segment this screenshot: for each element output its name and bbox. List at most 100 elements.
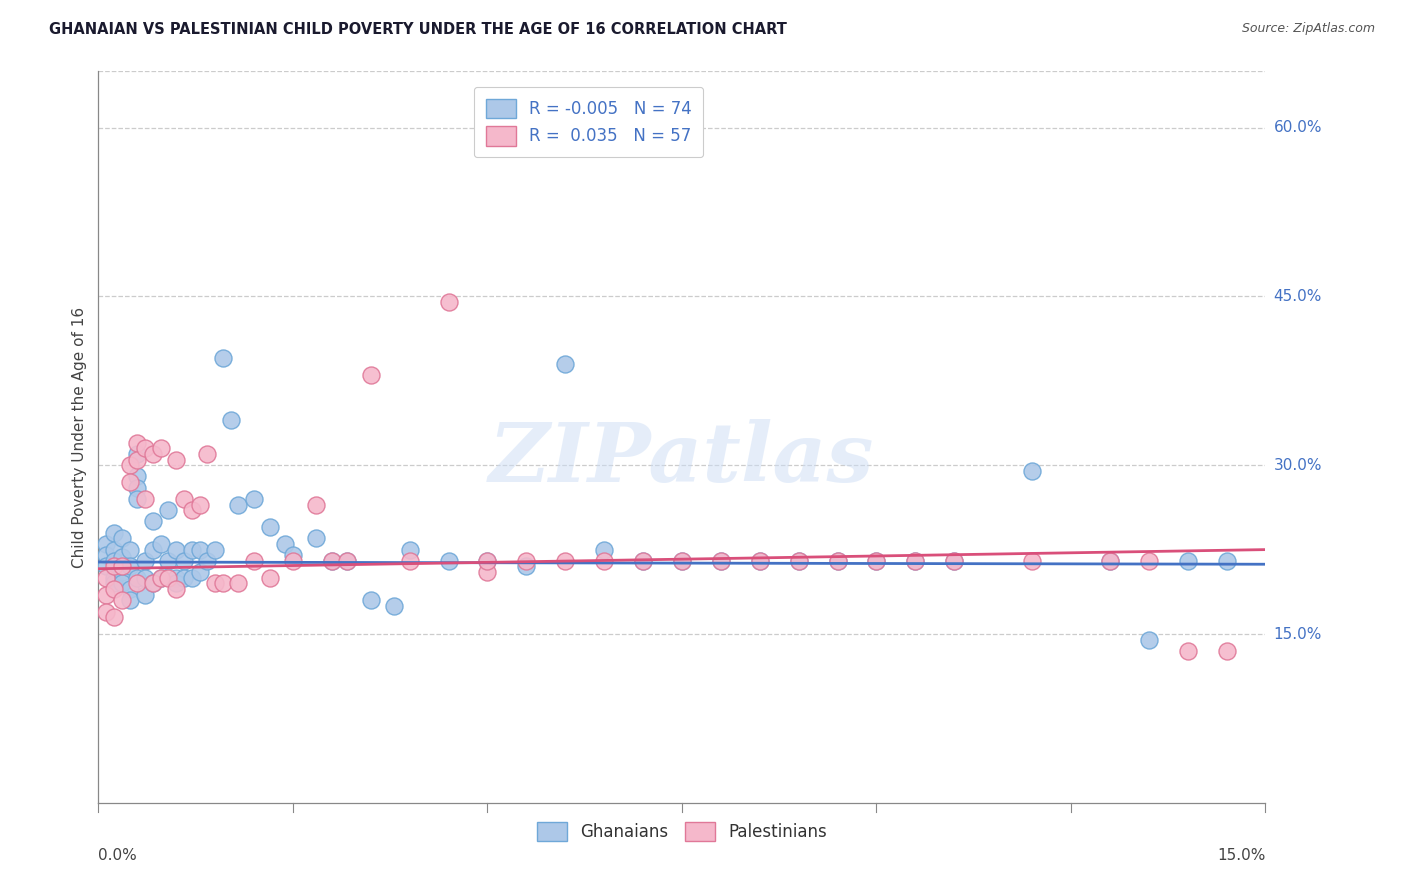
Point [281, 548, 304, 562]
Point [827, 554, 849, 568]
Point [943, 554, 966, 568]
Point [943, 554, 966, 568]
Text: Source: ZipAtlas.com: Source: ZipAtlas.com [1241, 22, 1375, 36]
Text: 15.0%: 15.0% [1218, 847, 1265, 863]
Point [103, 559, 125, 574]
Text: 30.0%: 30.0% [1274, 458, 1322, 473]
Point [787, 554, 810, 568]
Point [103, 610, 125, 624]
Point [111, 565, 134, 579]
Point [398, 542, 420, 557]
Point [515, 559, 537, 574]
Point [142, 576, 165, 591]
Point [118, 542, 141, 557]
Legend: Ghanaians, Palestinians: Ghanaians, Palestinians [524, 811, 839, 853]
Point [111, 576, 134, 591]
Point [515, 554, 537, 568]
Point [787, 554, 810, 568]
Point [437, 554, 460, 568]
Point [149, 442, 172, 456]
Point [305, 498, 328, 512]
Point [157, 554, 180, 568]
Point [195, 447, 218, 461]
Point [118, 559, 141, 574]
Point [188, 542, 211, 557]
Point [305, 532, 328, 546]
Point [321, 554, 343, 568]
Point [157, 503, 180, 517]
Point [142, 447, 165, 461]
Point [748, 554, 770, 568]
Point [1177, 554, 1199, 568]
Point [173, 571, 195, 585]
Text: ZIPatlas: ZIPatlas [489, 419, 875, 499]
Point [228, 576, 250, 591]
Point [321, 554, 343, 568]
Point [212, 576, 235, 591]
Point [1215, 644, 1237, 658]
Point [134, 588, 156, 602]
Point [157, 571, 180, 585]
Point [96, 559, 118, 574]
Text: 0.0%: 0.0% [98, 847, 138, 863]
Point [336, 554, 359, 568]
Text: GHANAIAN VS PALESTINIAN CHILD POVERTY UNDER THE AGE OF 16 CORRELATION CHART: GHANAIAN VS PALESTINIAN CHILD POVERTY UN… [49, 22, 787, 37]
Point [360, 593, 382, 607]
Point [149, 571, 172, 585]
Point [748, 554, 770, 568]
Point [127, 491, 149, 506]
Point [96, 605, 118, 619]
Point [142, 542, 165, 557]
Point [149, 571, 172, 585]
Point [1021, 464, 1043, 478]
Point [103, 582, 125, 596]
Point [243, 491, 266, 506]
Point [1137, 632, 1160, 647]
Point [180, 542, 202, 557]
Point [134, 442, 156, 456]
Point [204, 576, 226, 591]
Point [554, 554, 576, 568]
Point [827, 554, 849, 568]
Point [259, 520, 281, 534]
Point [865, 554, 887, 568]
Point [96, 571, 118, 585]
Point [103, 525, 125, 540]
Point [127, 576, 149, 591]
Point [904, 554, 927, 568]
Point [127, 435, 149, 450]
Point [593, 542, 616, 557]
Text: 60.0%: 60.0% [1274, 120, 1322, 135]
Point [188, 565, 211, 579]
Point [1215, 554, 1237, 568]
Point [96, 588, 118, 602]
Point [127, 447, 149, 461]
Point [111, 532, 134, 546]
Point [274, 537, 297, 551]
Point [188, 498, 211, 512]
Point [165, 542, 187, 557]
Point [127, 469, 149, 483]
Point [118, 593, 141, 607]
Point [212, 351, 235, 366]
Text: 45.0%: 45.0% [1274, 289, 1322, 304]
Point [710, 554, 733, 568]
Point [631, 554, 654, 568]
Point [180, 571, 202, 585]
Point [103, 554, 125, 568]
Point [1177, 644, 1199, 658]
Point [281, 554, 304, 568]
Point [96, 548, 118, 562]
Point [219, 413, 242, 427]
Point [103, 542, 125, 557]
Point [477, 554, 499, 568]
Point [631, 554, 654, 568]
Point [382, 599, 405, 613]
Point [904, 554, 927, 568]
Point [593, 554, 616, 568]
Point [204, 542, 226, 557]
Point [127, 481, 149, 495]
Point [477, 565, 499, 579]
Point [111, 593, 134, 607]
Point [1098, 554, 1121, 568]
